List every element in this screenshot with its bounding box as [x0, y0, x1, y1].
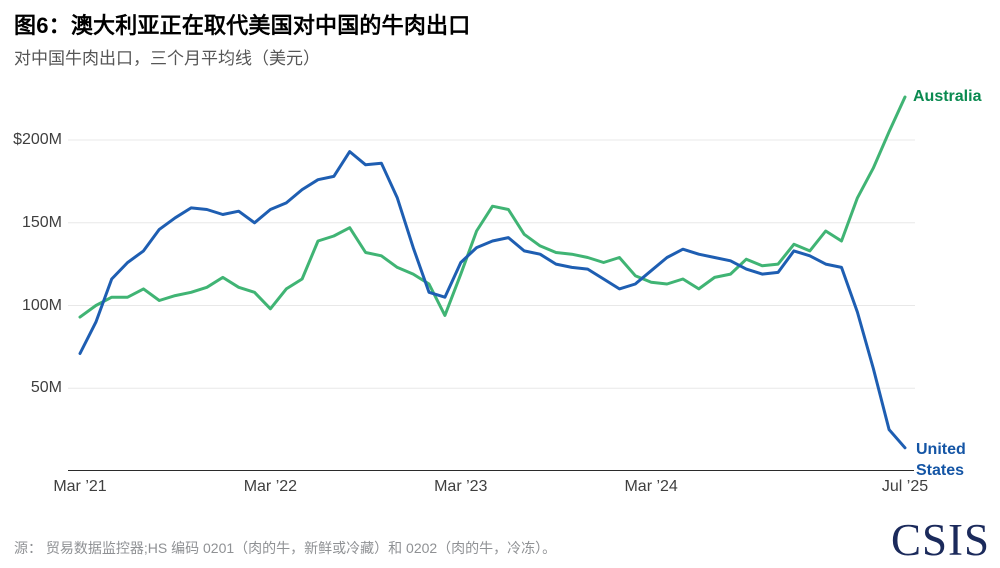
x-tick-label: Jul ’25 — [881, 478, 929, 495]
united-states-line — [78, 150, 907, 450]
x-tick-label: Mar ’22 — [243, 478, 298, 495]
source-note: 源： 贸易数据监控器;HS 编码 0201（肉的牛，新鲜或冷藏）和 0202（肉… — [14, 540, 557, 556]
gridlines — [68, 139, 915, 389]
x-tick-label: Mar ’23 — [434, 478, 488, 495]
csis-logo: CSIS — [891, 515, 991, 565]
x-tick-label: Mar ’24 — [624, 478, 678, 495]
chart-title: 图6：澳大利亚正在取代美国对中国的牛肉出口 — [14, 13, 471, 38]
y-tick-label: $200M — [13, 131, 62, 148]
australia-line — [78, 95, 907, 319]
chart-subtitle: 对中国牛肉出口，三个月平均线（美元） — [14, 49, 320, 68]
united-states-series-label: United States — [916, 441, 966, 479]
y-tick-label: 150M — [21, 213, 62, 231]
y-tick-label: 50M — [30, 379, 62, 397]
australia-series-label: Australia — [913, 88, 982, 105]
x-tick-label: Mar ’21 — [53, 478, 107, 495]
y-tick-label: 100M — [21, 296, 62, 314]
